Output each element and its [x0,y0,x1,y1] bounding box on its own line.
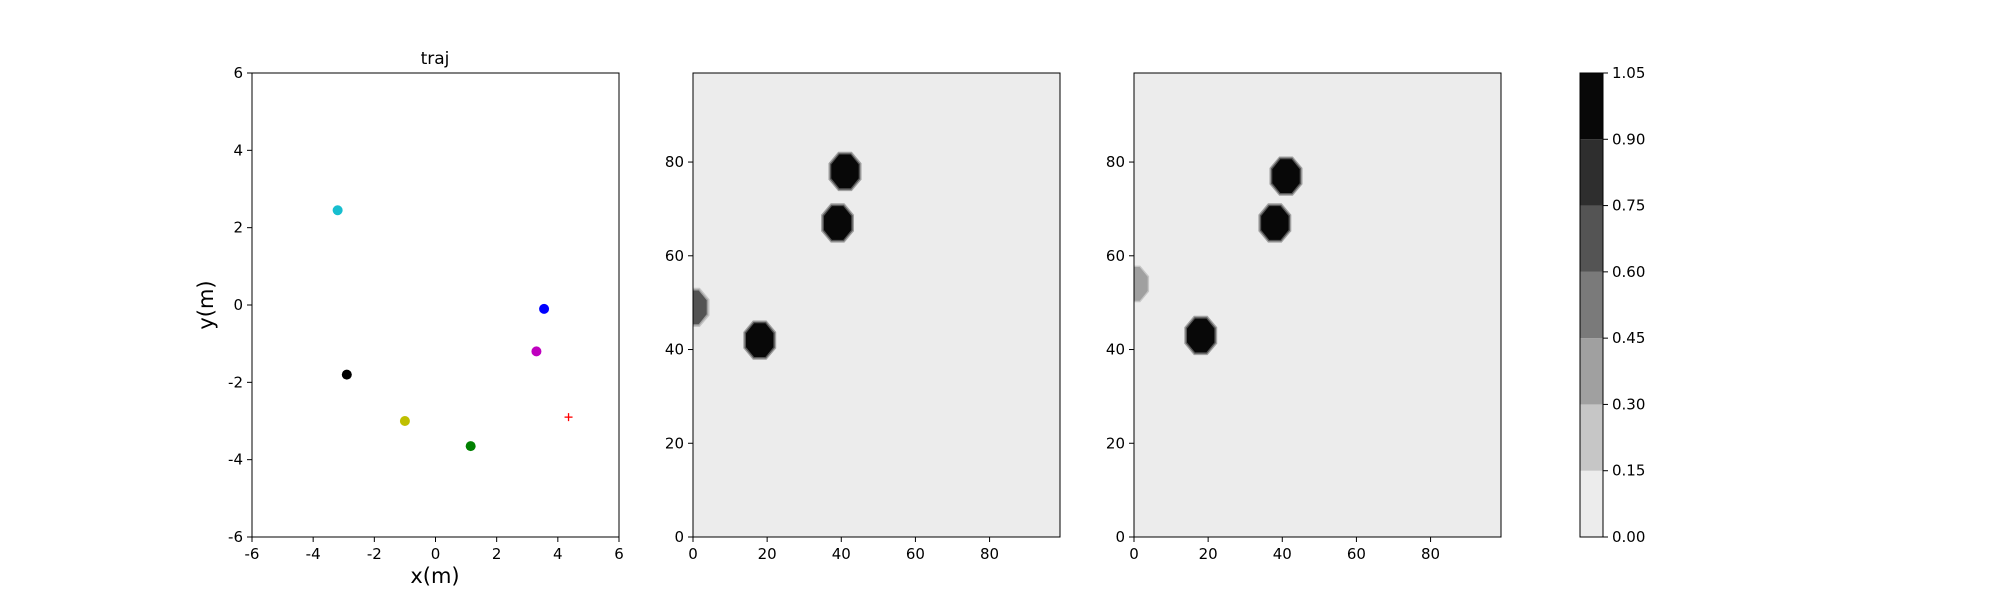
map2-x-tick-label: 80 [1421,545,1440,563]
map1-x-tick-label: 40 [832,545,851,563]
heatmap-panel-1: 0 20 40 60 80 0 20 40 60 80 [665,72,1061,563]
map1-obstacle-blob [743,320,777,360]
colorbar-bands [1580,73,1603,537]
map1-y-ticks: 0 20 40 60 80 [665,153,693,546]
colorbar-tick-label: 0.30 [1612,395,1645,413]
colorbar-band [1580,139,1603,206]
map1-x-ticks: 0 20 40 60 80 [688,537,999,563]
traj-x-tick-label: -4 [306,545,321,563]
map2-obstacle-blob [1184,315,1218,356]
colorbar-tick-label: 0.45 [1612,329,1645,347]
traj-point [531,346,542,357]
colorbar-band [1580,205,1603,272]
traj-point [465,441,476,452]
map1-obstacle-blob [693,287,710,327]
map1-frame [692,72,1061,538]
colorbar-tick-label: 0.90 [1612,130,1645,148]
map2-x-tick-label: 60 [1347,545,1366,563]
traj-y-tick-label: -4 [228,451,243,469]
map1-x-tick-label: 80 [980,545,999,563]
map1-y-tick-label: 60 [665,247,684,265]
map1-x-tick-label: 0 [688,545,698,563]
map1-plot-area [693,73,1060,537]
colorbar-tick-label: 0.60 [1612,263,1645,281]
traj-y-tick-label: 0 [233,296,243,314]
map2-obstacle-blob [1258,203,1292,243]
colorbar-tick-label: 0.00 [1612,528,1645,546]
traj-x-tick-label: 0 [431,545,441,563]
traj-y-tick-label: 4 [233,141,243,159]
map2-frame [1133,72,1502,538]
colorbar-band [1580,404,1603,471]
colorbar: 0.00 0.15 0.30 0.45 0.60 0.75 0.90 1.05 [1579,64,1645,546]
traj-points [332,205,573,452]
heatmap-panel-2: 0 20 40 60 80 0 20 40 60 80 [1106,72,1502,563]
map2-y-tick-label: 0 [1115,528,1125,546]
colorbar-band [1580,338,1603,405]
map1-blobs [693,151,862,360]
colorbar-band [1580,470,1603,537]
map2-y-tick-label: 20 [1106,434,1125,452]
map2-blobs [1134,156,1303,356]
colorbar-ticks: 0.00 0.15 0.30 0.45 0.60 0.75 0.90 1.05 [1603,64,1645,546]
traj-y-ticks: -6 -4 -2 0 2 4 6 [228,64,252,546]
map2-x-tick-label: 0 [1129,545,1139,563]
colorbar-band [1580,271,1603,339]
colorbar-tick-label: 1.05 [1612,64,1645,82]
map2-y-tick-label: 60 [1106,247,1125,265]
traj-x-tick-label: 6 [614,545,624,563]
map1-y-tick-label: 80 [665,153,684,171]
traj-x-tick-label: -6 [245,545,260,563]
traj-y-axis-label: y(m) [194,280,218,329]
colorbar-tick-label: 0.75 [1612,197,1645,215]
traj-y-tick-label: -6 [228,528,243,546]
traj-plot-area [251,72,620,538]
map1-y-tick-label: 40 [665,341,684,359]
traj-plus-marker [564,413,573,422]
colorbar-band [1580,73,1603,140]
traj-point [332,205,343,216]
map2-plot-area [1134,73,1501,537]
map2-obstacle-blob [1269,156,1303,196]
map1-y-tick-label: 20 [665,434,684,452]
traj-x-axis-label: x(m) [410,564,459,588]
traj-y-tick-label: -2 [228,373,243,391]
traj-y-tick-label: 6 [233,64,243,82]
map2-x-tick-label: 20 [1199,545,1218,563]
map2-x-tick-label: 40 [1273,545,1292,563]
map2-y-tick-label: 40 [1106,341,1125,359]
traj-x-tick-label: -2 [367,545,382,563]
map2-obstacle-blob [1134,264,1151,304]
map1-x-tick-label: 60 [906,545,925,563]
traj-x-ticks: -6 -4 -2 0 2 4 6 [245,537,624,563]
map2-x-ticks: 0 20 40 60 80 [1129,537,1440,563]
traj-title: traj [421,49,450,69]
map1-y-tick-label: 0 [674,528,684,546]
traj-x-tick-label: 4 [553,545,563,563]
traj-x-tick-label: 2 [492,545,502,563]
map1-obstacle-blob [821,203,854,243]
colorbar-frame [1579,72,1604,538]
traj-point [399,416,410,426]
map2-y-ticks: 0 20 40 60 80 [1106,153,1134,546]
map1-obstacle-blob [828,151,862,192]
trajectory-panel: traj -6 -4 -2 0 2 4 6 -6 -4 -2 0 2 4 6 x(m) y(m) [194,49,624,588]
traj-point [539,303,550,314]
map1-x-tick-label: 20 [758,545,777,563]
traj-point [341,369,352,380]
map2-y-tick-label: 80 [1106,153,1125,171]
colorbar-tick-label: 0.15 [1612,462,1645,480]
traj-y-tick-label: 2 [233,219,243,237]
